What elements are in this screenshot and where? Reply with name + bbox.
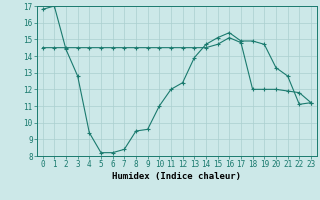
X-axis label: Humidex (Indice chaleur): Humidex (Indice chaleur)	[112, 172, 241, 181]
